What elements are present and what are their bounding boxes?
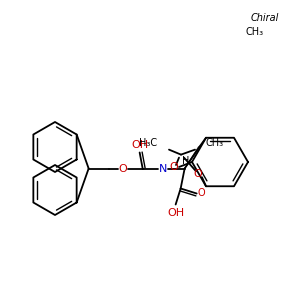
Text: O: O [198,188,206,199]
Text: CH₃: CH₃ [246,27,264,37]
Text: OH: OH [131,140,148,151]
Text: CH₃: CH₃ [205,138,223,148]
Text: H₃C: H₃C [139,138,157,148]
Text: O: O [169,162,178,172]
Text: OH: OH [167,208,184,218]
Text: Chiral: Chiral [251,13,279,23]
Text: O: O [194,169,202,179]
Text: O: O [118,164,127,173]
Text: H: H [182,155,189,166]
Text: N: N [158,164,167,173]
